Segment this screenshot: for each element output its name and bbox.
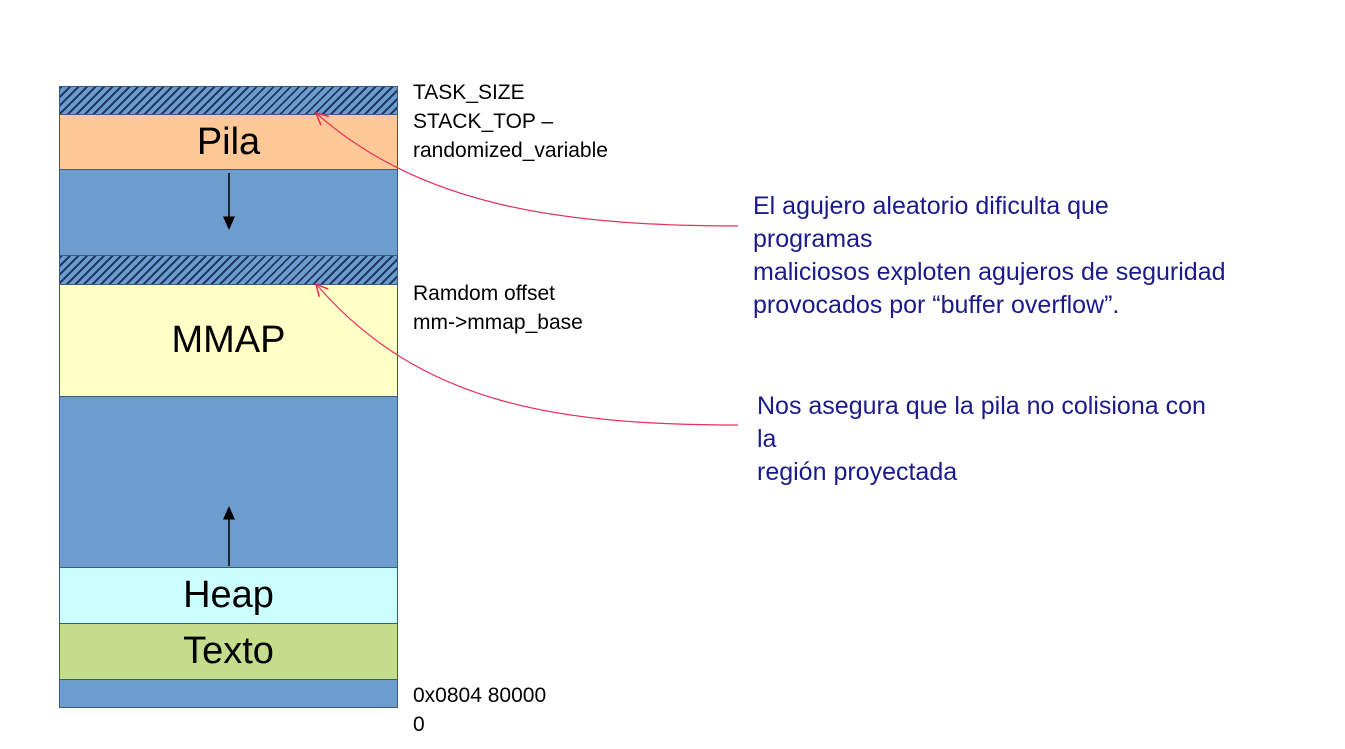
bottom-address-label: 0x0804 80000 0 — [413, 684, 547, 736]
stack-random-gap — [59, 86, 398, 115]
text-region-label: Texto — [183, 630, 274, 672]
mmap-base-label: Ramdom offset mm->mmap_base — [413, 282, 583, 334]
stack-gap-note: El agujero aleatorio dificulta que progr… — [753, 192, 1226, 319]
heap-region-label: Heap — [183, 574, 274, 616]
heap-region: Heap — [59, 567, 398, 624]
mmap-gap-callout-arrow — [316, 284, 739, 426]
stack-gap-callout-arrow — [316, 113, 739, 227]
mmap-random-gap — [59, 255, 398, 285]
top-address-label: TASK_SIZE STACK_TOP – randomized_variabl… — [413, 81, 608, 162]
mmap-gap-note: Nos asegura que la pila no colisiona con… — [757, 392, 1206, 486]
text-region: Texto — [59, 623, 398, 680]
low-memory-area — [59, 679, 398, 708]
stack-region-label: Pila — [196, 120, 261, 163]
mmap-region-label: MMAP — [171, 319, 286, 361]
